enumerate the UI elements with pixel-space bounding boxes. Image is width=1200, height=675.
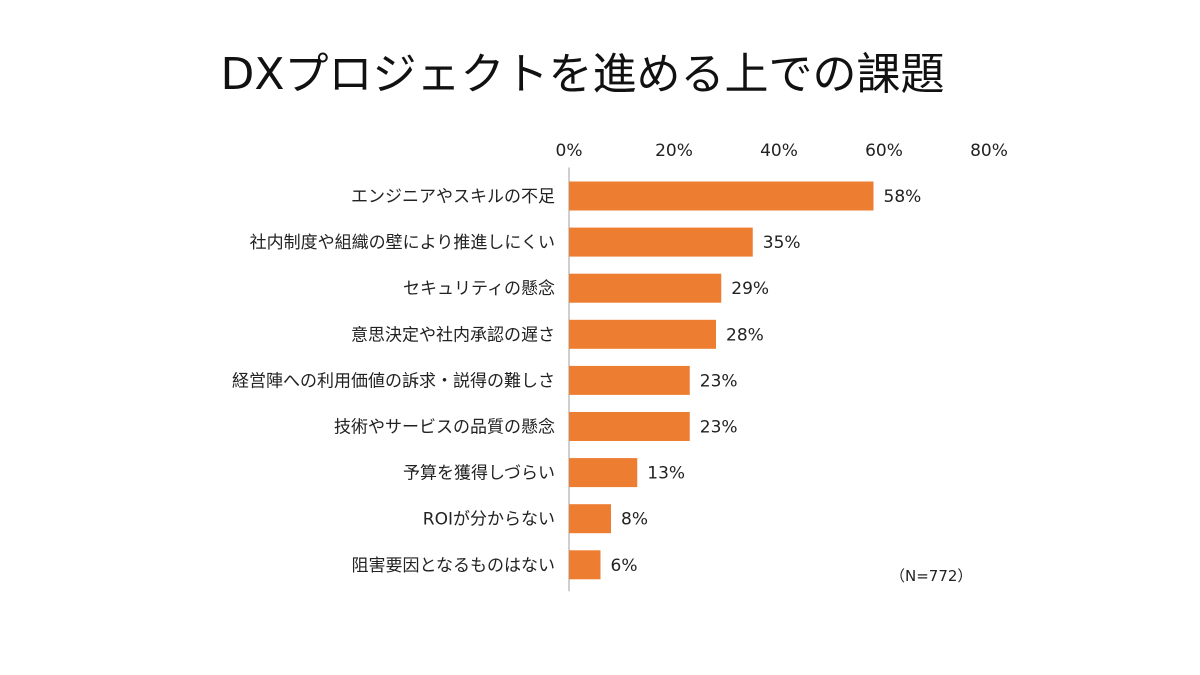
bar <box>569 412 690 441</box>
value-label: 13% <box>647 464 685 484</box>
value-label: 6% <box>611 556 638 576</box>
category-label: 阻害要因となるものはない <box>352 556 556 576</box>
value-labels: 58% 35% 29% 28% 23% 23% 13% 8% 6% <box>611 187 922 576</box>
bar <box>569 273 722 303</box>
value-label: 28% <box>726 325 764 345</box>
bar <box>569 504 611 534</box>
bar <box>569 550 601 580</box>
x-tick-label: 40% <box>760 141 798 161</box>
value-label: 29% <box>731 279 769 299</box>
x-axis-ticks: 0% 20% 40% 60% 80% <box>556 141 1008 161</box>
bar <box>569 458 638 488</box>
bars-group <box>569 181 874 580</box>
bar <box>569 227 753 257</box>
x-tick-label: 60% <box>865 141 903 161</box>
bar <box>569 365 690 395</box>
x-tick-label: 80% <box>970 141 1008 161</box>
bar <box>569 319 716 349</box>
value-label: 35% <box>763 233 801 253</box>
x-tick-label: 20% <box>655 141 693 161</box>
value-label: 23% <box>700 418 738 438</box>
category-label: ROIが分からない <box>423 510 555 530</box>
value-label: 8% <box>621 510 648 530</box>
category-label: セキュリティの懸念 <box>403 278 555 299</box>
category-label: 社内制度や組織の壁により推進しにくい <box>250 233 555 253</box>
category-label: 予算を獲得しづらい <box>403 464 555 484</box>
bar <box>569 181 874 211</box>
category-labels: エンジニアやスキルの不足社内制度や組織の壁により推進しにくいセキュリティの懸念意… <box>232 187 555 576</box>
page-title: DXプロジェクトを進める上での課題 <box>220 49 945 100</box>
category-label: 意思決定や社内承認の遅さ <box>351 325 555 345</box>
sample-size-note: （N=772） <box>890 567 972 585</box>
category-label: 経営陣への利用価値の訴求・説得の難しさ <box>232 371 555 391</box>
x-tick-label: 0% <box>556 141 583 161</box>
category-label: エンジニアやスキルの不足 <box>351 187 555 207</box>
value-label: 58% <box>884 187 922 207</box>
value-label: 23% <box>700 371 738 391</box>
category-label: 技術やサービスの品質の懸念 <box>334 417 555 438</box>
